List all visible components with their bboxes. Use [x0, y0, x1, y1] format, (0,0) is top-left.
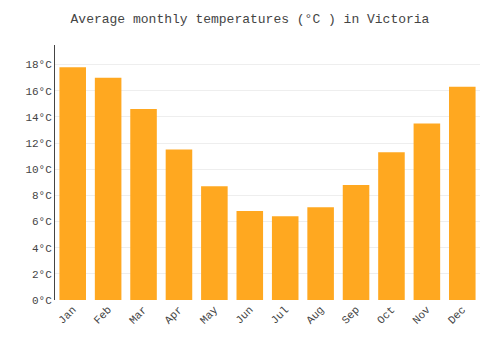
svg-text:12°C: 12°C: [25, 138, 52, 150]
svg-text:Nov: Nov: [410, 304, 433, 327]
svg-text:May: May: [198, 304, 221, 327]
svg-text:8°C: 8°C: [32, 190, 52, 202]
svg-text:Feb: Feb: [92, 304, 114, 326]
svg-text:2°C: 2°C: [32, 269, 52, 281]
svg-text:14°C: 14°C: [25, 112, 52, 124]
svg-text:Jun: Jun: [233, 304, 255, 326]
svg-text:Jul: Jul: [269, 304, 291, 326]
svg-text:Dec: Dec: [446, 304, 468, 326]
svg-text:Sep: Sep: [340, 304, 362, 326]
svg-text:Oct: Oct: [375, 304, 397, 326]
svg-text:Jan: Jan: [56, 304, 78, 326]
svg-text:4°C: 4°C: [32, 243, 52, 255]
svg-text:Apr: Apr: [162, 304, 184, 326]
svg-text:18°C: 18°C: [25, 59, 52, 71]
svg-text:16°C: 16°C: [25, 86, 52, 98]
svg-text:Aug: Aug: [304, 304, 326, 326]
svg-text:10°C: 10°C: [25, 164, 52, 176]
svg-text:Mar: Mar: [127, 304, 149, 326]
svg-text:6°C: 6°C: [32, 216, 52, 228]
svg-text:0°C: 0°C: [32, 295, 52, 307]
svg-text:Average monthly temperatures (: Average monthly temperatures (°C ) in Vi…: [71, 12, 430, 27]
